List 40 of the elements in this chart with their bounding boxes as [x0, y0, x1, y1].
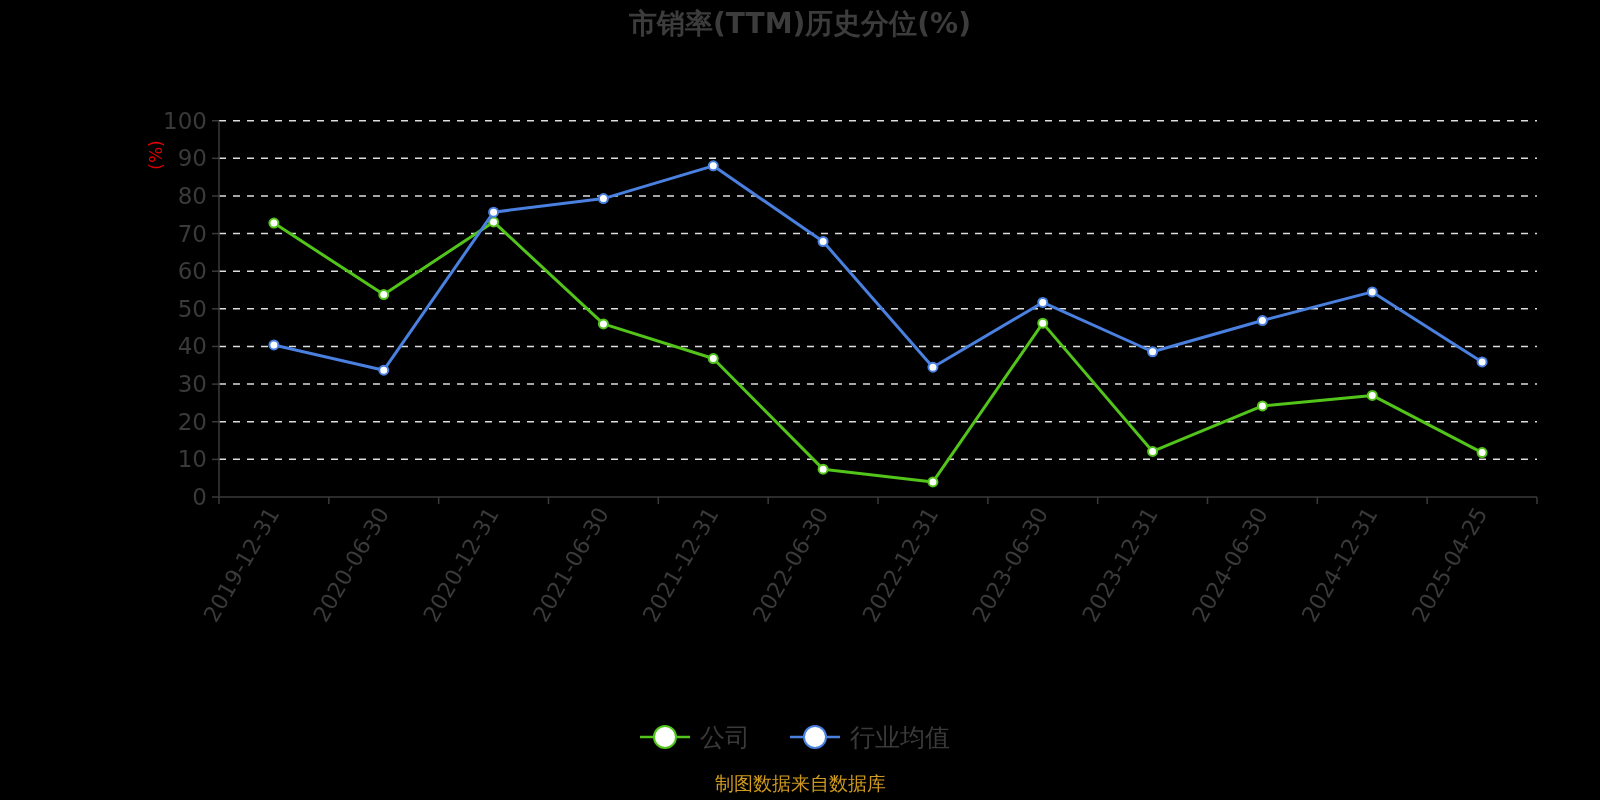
y-tick-label: 10 [177, 446, 207, 473]
point [378, 289, 390, 301]
y-tick-label: 20 [177, 408, 207, 435]
point [378, 364, 390, 376]
point [488, 216, 500, 228]
point [1037, 296, 1049, 308]
point [1476, 447, 1488, 459]
y-tick-label: 60 [177, 258, 207, 285]
y-tick-label: 80 [177, 182, 207, 209]
point [817, 235, 829, 247]
point [1147, 346, 1159, 358]
point [488, 206, 500, 218]
title: 市销率(TTM)历史分位(%) [629, 7, 971, 40]
point [927, 361, 939, 373]
point [1366, 389, 1378, 401]
annotation: 制图数据来自数据库 [714, 772, 886, 794]
point [817, 463, 829, 475]
point [268, 339, 280, 351]
y-axis-title: (%) [146, 140, 166, 170]
point [1476, 356, 1488, 368]
point [597, 318, 609, 330]
y-tick-label: 100 [163, 107, 207, 134]
point [1256, 400, 1268, 412]
point [597, 193, 609, 205]
point [1366, 286, 1378, 298]
legend-label: 公司 [700, 723, 750, 752]
legend-label: 行业均值 [850, 723, 950, 752]
point [707, 160, 719, 172]
point [1037, 317, 1049, 329]
y-tick-label: 50 [177, 295, 207, 322]
y-tick-label: 30 [177, 371, 207, 398]
y-tick-label: 70 [177, 220, 207, 247]
point [268, 217, 280, 229]
y-tick-label: 0 [192, 484, 207, 510]
y-tick-label: 40 [177, 333, 207, 360]
point [1256, 315, 1268, 327]
point [707, 353, 719, 365]
y-tick-label: 90 [177, 145, 207, 172]
point [927, 476, 939, 488]
point [1147, 445, 1159, 457]
